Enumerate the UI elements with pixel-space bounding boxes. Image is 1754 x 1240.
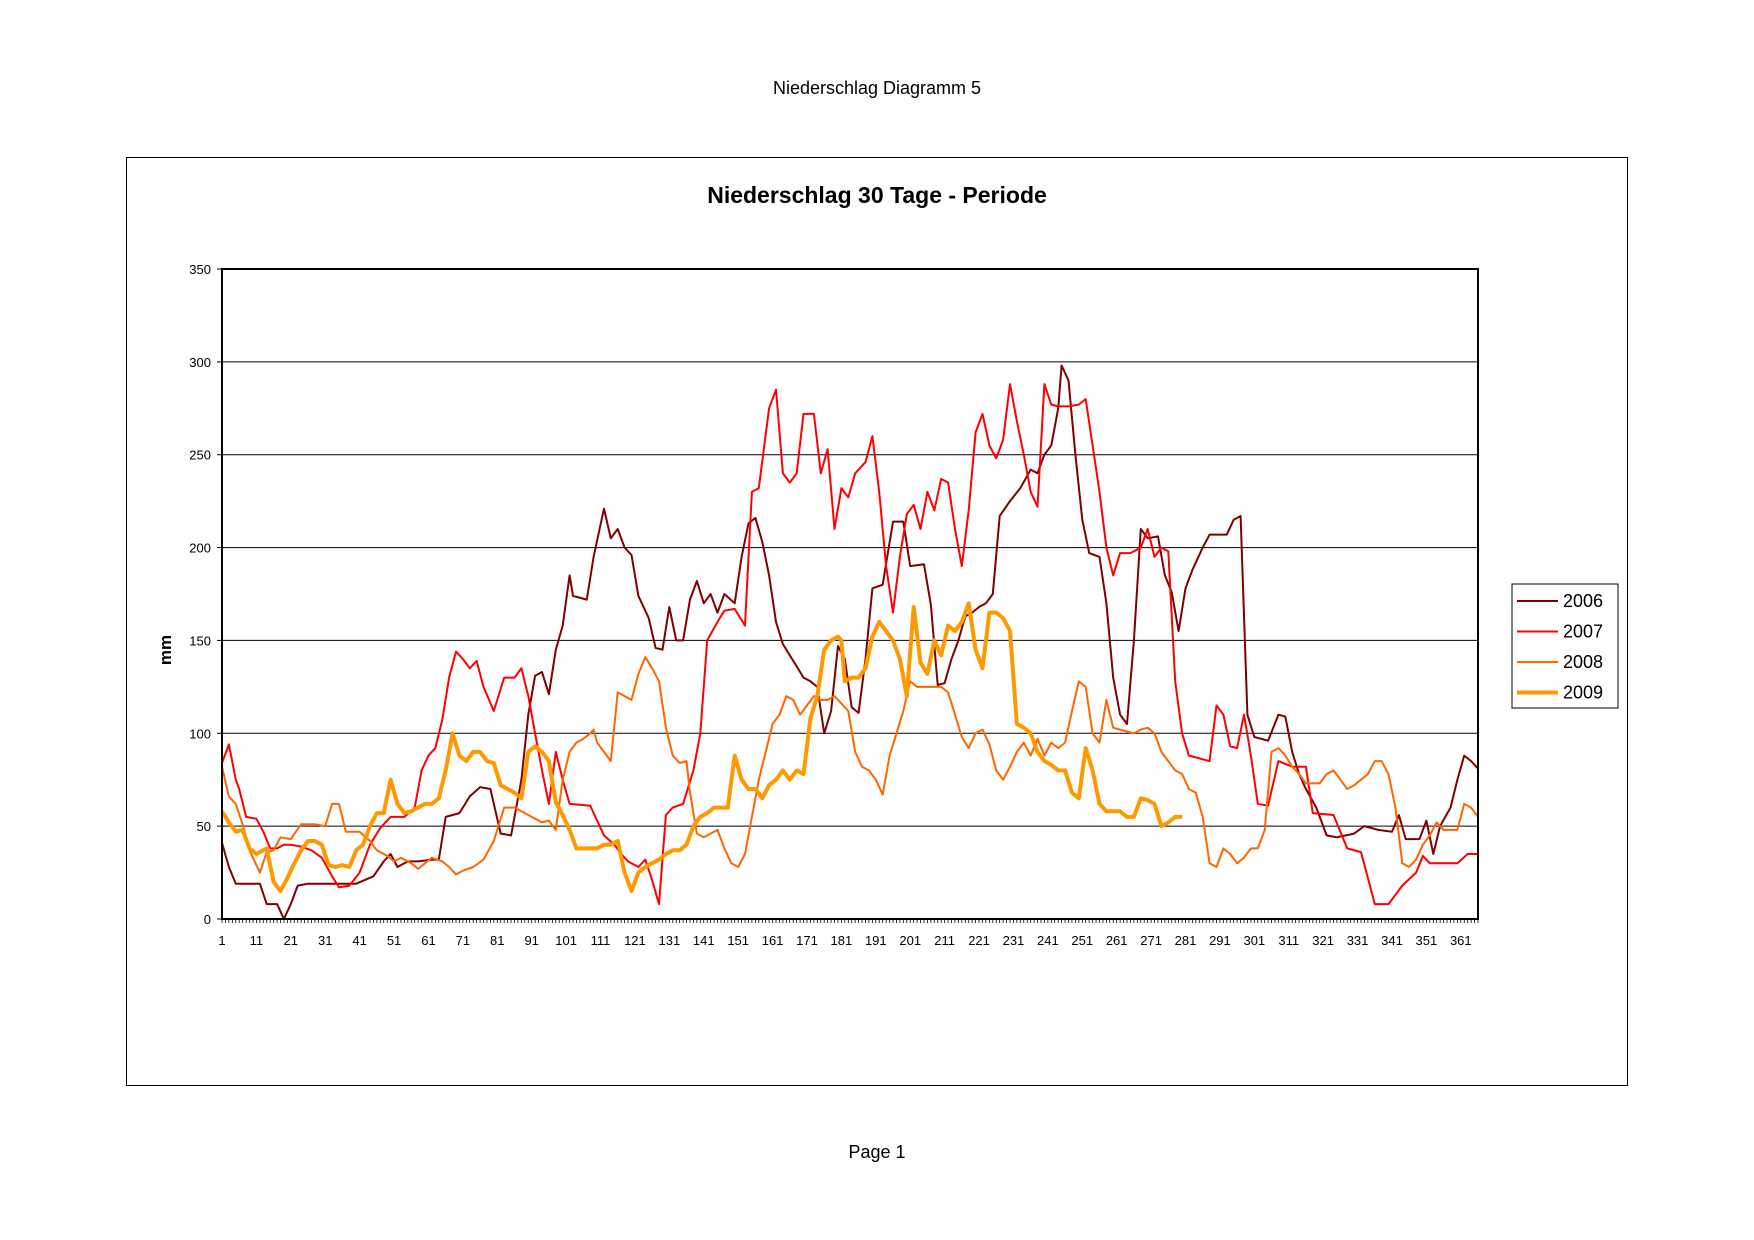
x-tick-label: 281 (1175, 933, 1197, 948)
y-tick-label: 100 (189, 726, 211, 741)
page-footer: Page 1 (848, 1142, 906, 1162)
x-tick-label: 21 (284, 933, 298, 948)
x-tick-label: 241 (1037, 933, 1059, 948)
x-tick-label: 51 (387, 933, 401, 948)
x-tick-label: 71 (456, 933, 470, 948)
x-tick-label: 41 (352, 933, 366, 948)
y-tick-label: 200 (189, 541, 211, 556)
x-tick-label: 181 (831, 933, 853, 948)
x-tick-label: 91 (524, 933, 538, 948)
x-tick-label: 231 (1003, 933, 1025, 948)
series-line-2008 (222, 656, 1478, 876)
x-tick-label: 1 (218, 933, 225, 948)
x-tick-label: 111 (591, 933, 611, 948)
y-axis-label: mm (156, 635, 175, 665)
x-tick-label: 211 (934, 933, 955, 948)
x-tick-label: 311 (1278, 933, 1299, 948)
x-tick-label: 341 (1381, 933, 1403, 948)
line-chart: Niederschlag 30 Tage - Periode mm 0 50 100… (156, 182, 1619, 948)
x-tick-label: 271 (1140, 933, 1162, 948)
series-lines (222, 364, 1478, 920)
series-line-2009 (222, 601, 1183, 894)
x-tick-label: 351 (1416, 933, 1438, 948)
y-tick-label: 250 (189, 448, 211, 463)
x-tick-label: 101 (555, 933, 577, 948)
legend-label-2008: 2008 (1563, 652, 1603, 672)
x-tick-label: 331 (1347, 933, 1369, 948)
x-tick-label: 161 (762, 933, 784, 948)
x-tick-label: 131 (658, 933, 680, 948)
legend: 2006 2007 2008 2009 (1511, 583, 1619, 709)
y-tick-label: 300 (189, 355, 211, 370)
series-line-2007 (222, 383, 1478, 906)
x-tick-label: 291 (1209, 933, 1231, 948)
page-header: Niederschlag Diagramm 5 (772, 78, 982, 98)
legend-box (1511, 583, 1619, 709)
x-tick-label: 321 (1312, 933, 1334, 948)
legend-label-2006: 2006 (1563, 591, 1603, 611)
series-line-2006 (222, 364, 1478, 920)
x-tick-label: 221 (968, 933, 990, 948)
x-tick-label: 141 (693, 933, 715, 948)
y-tick-label: 0 (204, 912, 211, 927)
y-tick-label: 50 (197, 819, 211, 834)
x-tick-label: 251 (1071, 933, 1093, 948)
plot-area (222, 269, 1478, 919)
y-tick-label: 150 (189, 633, 211, 648)
x-tick-label: 11 (250, 933, 263, 948)
x-tick-label: 261 (1106, 933, 1128, 948)
legend-label-2009: 2009 (1563, 683, 1603, 703)
x-tick-label: 301 (1243, 933, 1265, 948)
chart-frame: Niederschlag 30 Tage - Periode mm 0 50 100… (126, 157, 1628, 1086)
chart-title: Niederschlag 30 Tage - Periode (707, 182, 1047, 208)
x-tick-label: 191 (865, 933, 887, 948)
y-tick-label: 350 (189, 262, 211, 277)
plot-border (221, 268, 1479, 920)
gridlines (222, 269, 1478, 919)
x-tick-label: 81 (490, 933, 504, 948)
legend-label-2007: 2007 (1563, 622, 1603, 642)
x-tick-label: 361 (1450, 933, 1472, 948)
x-tick-label: 61 (421, 933, 435, 948)
x-tick-label: 201 (899, 933, 921, 948)
x-tick-label: 171 (796, 933, 818, 948)
x-tick-label: 151 (727, 933, 749, 948)
x-tick-label: 121 (624, 933, 646, 948)
x-tick-label: 31 (318, 933, 332, 948)
